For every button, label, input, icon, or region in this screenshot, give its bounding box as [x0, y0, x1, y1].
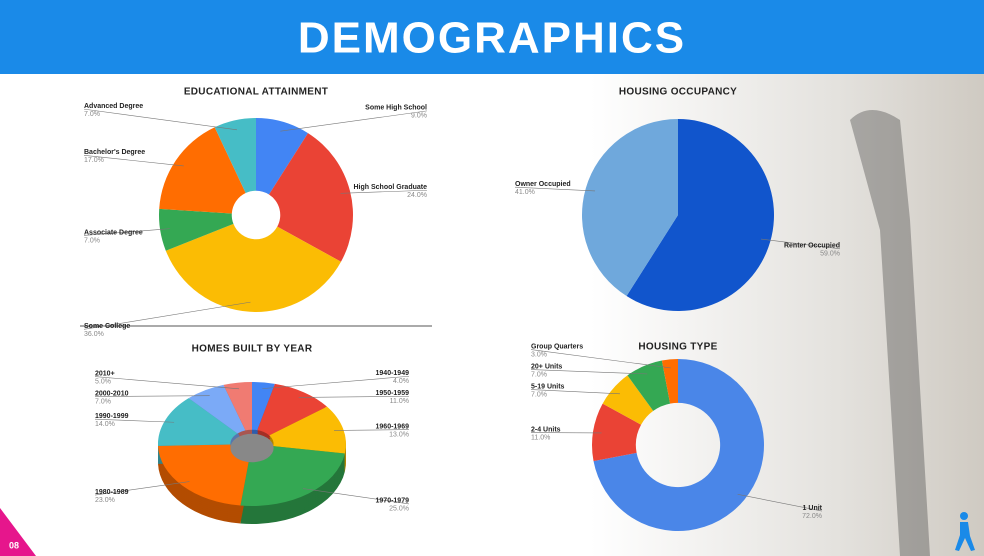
leader-line: [280, 110, 428, 132]
page-tab: [0, 508, 36, 556]
chart-title: HOUSING OCCUPANCY: [619, 87, 737, 98]
leader-line: [94, 395, 210, 397]
slice-value: 72.0%: [802, 513, 822, 520]
page-number: 08: [9, 540, 19, 550]
slice-label: 1970-1979: [376, 498, 410, 505]
slice-value: 13.0%: [389, 431, 409, 438]
slice: [159, 208, 234, 251]
slice: [602, 375, 654, 425]
slice-label: Some College: [84, 323, 130, 330]
slice-value: 7.0%: [84, 237, 100, 244]
leader-line: [262, 375, 410, 389]
slice-label: Renter Occupied: [784, 243, 840, 250]
slice: [627, 360, 671, 411]
slice: [165, 223, 342, 312]
chart-title: HOMES BUILT BY YEAR: [192, 344, 313, 355]
slice-value: 23.0%: [95, 497, 115, 504]
chart-title: EDUCATIONAL ATTAINMENT: [184, 87, 328, 98]
header-band: [0, 0, 984, 74]
slice: [582, 119, 678, 297]
slice-value: 3.0%: [531, 351, 547, 358]
slice: [158, 398, 238, 446]
slice-value: 11.0%: [531, 434, 550, 441]
slice: [158, 444, 250, 506]
slice: [593, 359, 764, 531]
leader-line: [760, 238, 841, 250]
leader-line: [340, 189, 428, 194]
leader-line: [83, 228, 170, 236]
slide-title: DEMOGRAPHICS: [298, 14, 686, 63]
slice: [268, 133, 353, 262]
leader-line: [94, 481, 190, 496]
slice-label: Owner Occupied: [515, 181, 571, 188]
leader-line: [514, 186, 596, 192]
slice-value: 5.0%: [95, 378, 111, 385]
slice: [214, 118, 256, 194]
slice-label: 1 Unit: [803, 505, 823, 512]
slice: [159, 127, 246, 214]
slice: [661, 359, 678, 404]
slice-value: 41.0%: [515, 189, 535, 196]
leader-line: [737, 494, 823, 512]
slice-value: 7.0%: [95, 398, 111, 405]
slice: [188, 384, 246, 434]
leader-line: [94, 418, 175, 423]
slice: [240, 446, 345, 507]
walker-icon: [955, 512, 975, 551]
slice-value: 7.0%: [84, 111, 100, 118]
slice-label: 1950-1959: [376, 390, 410, 397]
slice-label: Advanced Degree: [84, 103, 143, 110]
slice-label: Group Quarters: [531, 343, 583, 350]
slice-label: 2000-2010: [95, 390, 129, 397]
slice-label: 2-4 Units: [531, 426, 561, 433]
leader-line: [94, 376, 240, 390]
leader-line: [83, 301, 251, 330]
slice: [626, 119, 775, 312]
slice-label: 2010+: [95, 370, 115, 377]
slice: [256, 118, 308, 195]
slice-label: 1980-1989: [95, 489, 129, 496]
slice-label: Some High School: [365, 105, 427, 112]
leader-line: [334, 429, 410, 431]
slice-value: 36.0%: [84, 331, 104, 338]
leader-line: [530, 389, 620, 395]
slice: [592, 403, 642, 462]
slice-label: Associate Degree: [84, 229, 143, 236]
slice: [223, 382, 252, 431]
leader-line: [83, 108, 237, 131]
leader-line: [530, 369, 648, 375]
slice-value: 14.0%: [95, 421, 115, 428]
leader-line: [530, 349, 671, 369]
slice: [257, 383, 328, 436]
slice-value: 11.0%: [390, 398, 409, 405]
slice-value: 17.0%: [84, 157, 104, 164]
slice-value: 24.0%: [407, 192, 427, 199]
slice-value: 7.0%: [531, 371, 547, 378]
background-image: [850, 110, 930, 556]
slice-label: Bachelor's Degree: [84, 149, 145, 156]
slice-label: 20+ Units: [531, 363, 562, 370]
chart-title: HOUSING TYPE: [638, 342, 717, 353]
leader-line: [302, 488, 410, 505]
slice-label: 5-19 Units: [531, 383, 565, 390]
leader-line: [298, 395, 410, 398]
slice-value: 7.0%: [531, 391, 547, 398]
leader-line: [83, 155, 184, 167]
slice-label: 1940-1949: [376, 370, 410, 377]
slice-label: High School Graduate: [353, 184, 427, 191]
slice-value: 4.0%: [393, 378, 409, 385]
donut-hole: [230, 433, 274, 463]
slice-value: 25.0%: [389, 506, 409, 513]
slice: [252, 382, 275, 431]
slice-label: 1960-1969: [376, 423, 410, 430]
slice-value: 59.0%: [820, 251, 840, 258]
slice-label: 1990-1999: [95, 413, 129, 420]
slice-value: 9.0%: [411, 113, 427, 120]
slice: [269, 406, 346, 454]
